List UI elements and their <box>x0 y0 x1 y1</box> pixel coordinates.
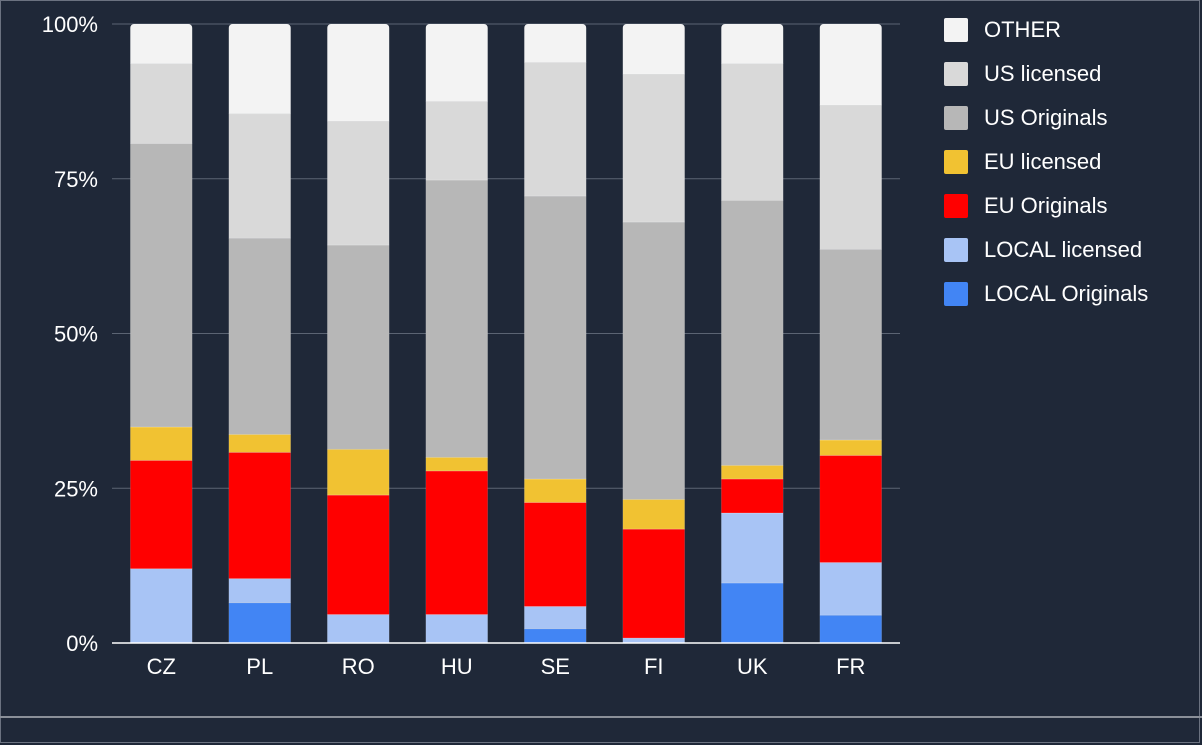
x-tick-label: SE <box>541 654 570 679</box>
y-tick-label: 50% <box>54 322 98 347</box>
legend-swatch <box>944 238 968 262</box>
bar-stack-pl <box>228 24 291 644</box>
bar-stack-fi <box>622 24 685 644</box>
legend-label: US Originals <box>984 105 1108 130</box>
x-tick-label: RO <box>342 654 375 679</box>
bar-segment-pl-us-licensed <box>228 113 291 239</box>
bar-segment-pl-us-originals <box>228 237 291 435</box>
bar-segment-ro-us-licensed <box>327 120 390 246</box>
bar-segment-pl-local-originals <box>228 602 291 644</box>
bar-segment-uk-eu-originals <box>721 478 784 514</box>
y-tick-label: 100% <box>42 12 98 37</box>
bar-segment-fi-us-licensed <box>622 73 685 223</box>
bar-segment-se-other <box>524 24 587 63</box>
bar-segment-se-local-licensed <box>524 606 587 630</box>
bar-segment-ro-other <box>327 24 390 122</box>
bar-segment-uk-us-originals <box>721 200 784 466</box>
legend-label: LOCAL licensed <box>984 237 1143 262</box>
x-tick-label: FR <box>836 654 865 679</box>
bar-segment-cz-eu-licensed <box>130 426 193 461</box>
bar-segment-hu-other <box>425 24 488 102</box>
bar-segment-ro-eu-originals <box>327 494 390 615</box>
bar-segment-fr-local-licensed <box>819 562 882 616</box>
bar-segment-se-local-originals <box>524 628 587 644</box>
chart-legend: OTHER US licensed US Originals EU licensed E… <box>944 8 1148 316</box>
bar-stack-uk <box>721 24 784 644</box>
x-tick-label: FI <box>644 654 664 679</box>
bar-segment-fr-local-originals <box>819 614 882 644</box>
bar-stack-ro <box>327 24 390 644</box>
bar-segment-hu-local-licensed <box>425 614 488 644</box>
legend-label: EU Originals <box>984 193 1108 218</box>
bar-segment-pl-local-licensed <box>228 578 291 604</box>
legend-swatch <box>944 62 968 86</box>
bar-segment-fr-other <box>819 24 882 106</box>
legend-label: OTHER <box>984 17 1061 42</box>
legend-label: LOCAL Originals <box>984 281 1149 306</box>
bar-segment-ro-eu-licensed <box>327 448 390 496</box>
x-tick-label: HU <box>441 654 473 679</box>
bar-segment-fr-us-originals <box>819 249 882 441</box>
bar-segment-pl-other <box>228 24 291 115</box>
bar-segment-pl-eu-licensed <box>228 434 291 453</box>
legend-swatch <box>944 150 968 174</box>
legend-label: US licensed <box>984 61 1102 86</box>
bar-stack-cz <box>130 24 193 644</box>
bar-segment-cz-local-licensed <box>130 568 193 644</box>
legend-item-local-licensed: LOCAL licensed <box>944 228 1148 272</box>
bar-segment-hu-eu-licensed <box>425 456 488 472</box>
bar-segment-cz-eu-originals <box>130 460 193 570</box>
legend-item-eu-originals: EU Originals <box>944 184 1148 228</box>
bar-segment-cz-other <box>130 24 193 64</box>
bar-segment-se-us-originals <box>524 195 587 480</box>
x-tick-label: UK <box>737 654 768 679</box>
bar-segment-uk-eu-licensed <box>721 465 784 480</box>
y-tick-label: 25% <box>54 476 98 501</box>
legend-swatch <box>944 106 968 130</box>
bar-segment-se-eu-originals <box>524 502 587 607</box>
bar-stack-se <box>524 24 587 644</box>
bar-segment-fi-eu-licensed <box>622 499 685 530</box>
bottom-divider <box>0 716 1202 718</box>
bar-segment-se-us-licensed <box>524 62 587 197</box>
bar-segment-pl-eu-originals <box>228 452 291 579</box>
bar-segment-ro-local-licensed <box>327 614 390 644</box>
y-tick-label: 0% <box>66 631 98 656</box>
x-tick-label: PL <box>246 654 273 679</box>
legend-item-other: OTHER <box>944 8 1148 52</box>
legend-item-us-licensed: US licensed <box>944 52 1148 96</box>
bar-segment-fi-other <box>622 24 685 75</box>
x-tick-label: CZ <box>147 654 176 679</box>
bar-segment-ro-us-originals <box>327 244 390 450</box>
bar-segment-uk-other <box>721 24 784 64</box>
bar-segment-fi-us-originals <box>622 221 685 500</box>
bar-segment-hu-us-originals <box>425 179 488 458</box>
bar-stack-fr <box>819 24 882 644</box>
bar-segment-uk-us-licensed <box>721 63 784 201</box>
legend-item-us-originals: US Originals <box>944 96 1148 140</box>
bar-stack-hu <box>425 24 488 644</box>
bar-segment-fr-eu-licensed <box>819 439 882 456</box>
bar-segment-uk-local-licensed <box>721 512 784 584</box>
y-tick-label: 75% <box>54 167 98 192</box>
bar-segment-uk-local-originals <box>721 582 784 644</box>
legend-item-eu-licensed: EU licensed <box>944 140 1148 184</box>
legend-label: EU licensed <box>984 149 1102 174</box>
bar-segment-fi-eu-originals <box>622 528 685 639</box>
bar-segment-fr-eu-originals <box>819 455 882 563</box>
stacked-bar-chart: 0% 25% 50% 75% 100% CZ PL RO HU SE FI UK FR <box>42 12 900 679</box>
legend-swatch <box>944 282 968 306</box>
bar-segment-hu-us-licensed <box>425 101 488 181</box>
bar-segment-se-eu-licensed <box>524 478 587 503</box>
legend-swatch <box>944 18 968 42</box>
bar-segment-fr-us-licensed <box>819 104 882 250</box>
legend-swatch <box>944 194 968 218</box>
bar-segment-cz-us-licensed <box>130 63 193 144</box>
bar-segment-cz-us-originals <box>130 143 193 428</box>
legend-item-local-originals: LOCAL Originals <box>944 272 1148 316</box>
bar-segment-hu-eu-originals <box>425 470 488 615</box>
